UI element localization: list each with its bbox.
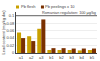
svg-text:b1: b1 [49,55,54,60]
svg-text:b3: b3 [69,55,74,60]
svg-text:Pb peelings x 10: Pb peelings x 10 [45,4,75,9]
svg-text:Lead content (mg/kg dw): Lead content (mg/kg dw) [1,10,6,55]
svg-text:0.04: 0.04 [6,35,15,40]
svg-text:b4: b4 [80,55,85,60]
svg-text:a1: a1 [19,55,24,60]
svg-text:a3: a3 [39,55,44,60]
svg-text:Pb flesh: Pb flesh [21,4,35,9]
svg-text:0: 0 [12,50,15,55]
svg-text:0.06: 0.06 [6,28,15,33]
svg-text:0.1: 0.1 [9,13,15,18]
svg-text:a2: a2 [29,55,34,60]
svg-text:Romanian regulation: 100 μg/kg: Romanian regulation: 100 μg/kg [42,11,96,15]
svg-text:b5: b5 [90,55,95,60]
svg-text:0.02: 0.02 [6,43,15,48]
svg-text:0.08: 0.08 [6,21,15,26]
svg-text:b2: b2 [59,55,64,60]
